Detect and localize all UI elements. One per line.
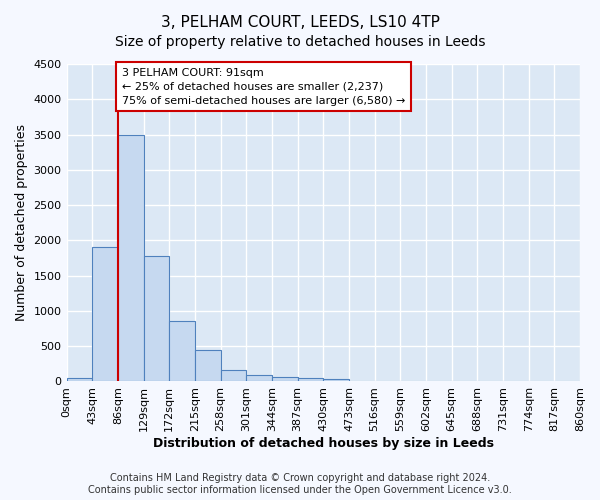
Bar	[221, 370, 246, 382]
Bar	[67, 378, 92, 382]
Bar	[143, 256, 169, 382]
Text: 3, PELHAM COURT, LEEDS, LS10 4TP: 3, PELHAM COURT, LEEDS, LS10 4TP	[161, 15, 439, 30]
Bar	[169, 322, 195, 382]
Text: 3 PELHAM COURT: 91sqm
← 25% of detached houses are smaller (2,237)
75% of semi-d: 3 PELHAM COURT: 91sqm ← 25% of detached …	[122, 68, 405, 106]
X-axis label: Distribution of detached houses by size in Leeds: Distribution of detached houses by size …	[153, 437, 494, 450]
Bar	[272, 377, 298, 382]
Bar	[92, 248, 118, 382]
Text: Contains HM Land Registry data © Crown copyright and database right 2024.
Contai: Contains HM Land Registry data © Crown c…	[88, 474, 512, 495]
Y-axis label: Number of detached properties: Number of detached properties	[15, 124, 28, 321]
Bar	[246, 375, 272, 382]
Bar	[298, 378, 323, 382]
Bar	[195, 350, 221, 382]
Bar	[323, 380, 349, 382]
Text: Size of property relative to detached houses in Leeds: Size of property relative to detached ho…	[115, 35, 485, 49]
Bar	[118, 134, 143, 382]
